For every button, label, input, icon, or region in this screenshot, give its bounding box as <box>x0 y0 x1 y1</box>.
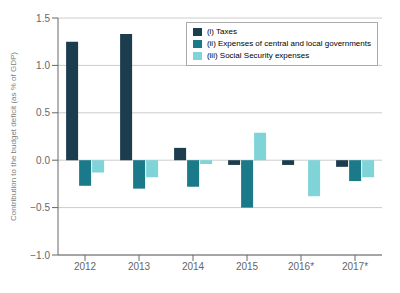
svg-text:2014: 2014 <box>182 261 205 272</box>
svg-text:−0.5: −0.5 <box>30 202 50 213</box>
html-text:(i) Taxes: (i) Taxes <box>206 27 237 36</box>
svg-text:−1.0: −1.0 <box>30 250 50 261</box>
svg-text:1.0: 1.0 <box>36 60 50 71</box>
svg-text:2013: 2013 <box>128 261 151 272</box>
svg-text:2017*: 2017* <box>342 261 368 272</box>
html-text:(iii) Social Security expenses: (iii) Social Security expenses <box>206 51 310 60</box>
svg-text:Contribution to the budget def: Contribution to the budget deficit (as %… <box>9 52 18 221</box>
html-text:(ii) Expenses of central and l: (ii) Expenses of central and local gover… <box>206 39 371 48</box>
svg-text:2016*: 2016* <box>288 261 314 272</box>
svg-text:2015: 2015 <box>236 261 259 272</box>
svg-text:0.5: 0.5 <box>36 107 50 118</box>
svg-text:1.5: 1.5 <box>36 13 50 24</box>
svg-text:0.0: 0.0 <box>36 155 50 166</box>
svg-text:2012: 2012 <box>74 261 97 272</box>
